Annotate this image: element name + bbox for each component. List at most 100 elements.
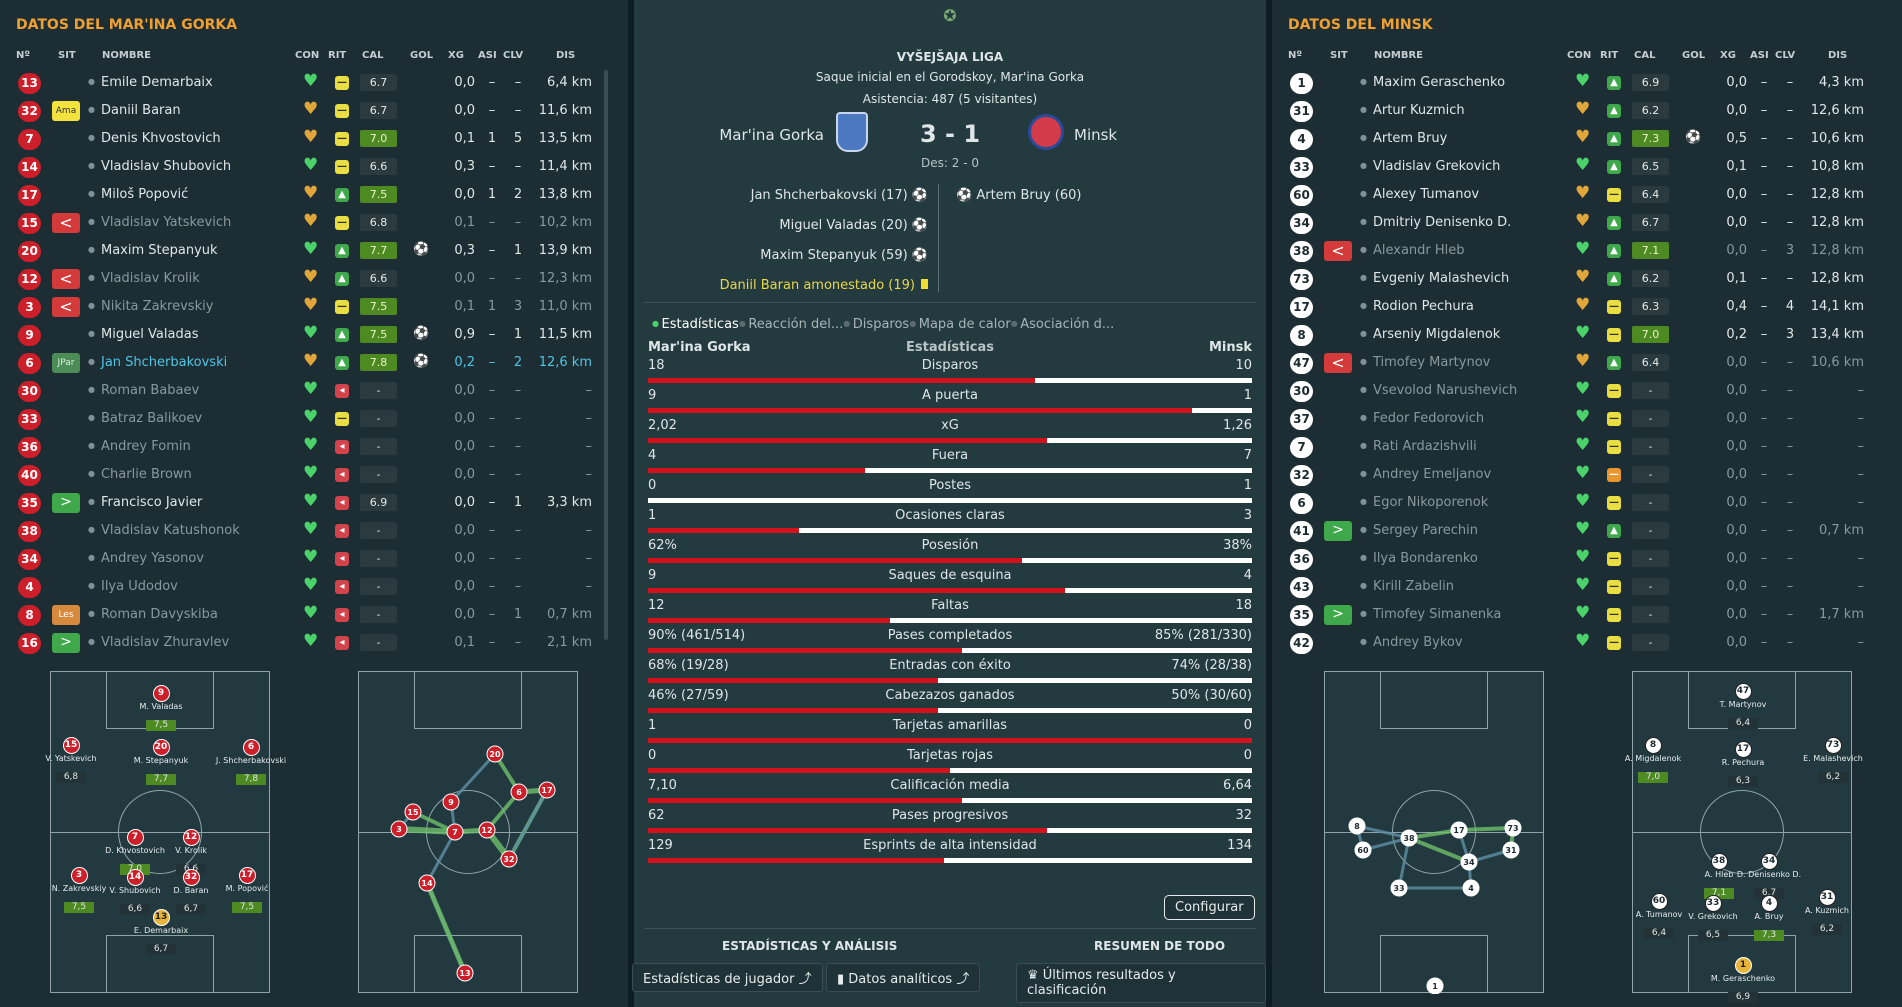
- player-name[interactable]: Andrey Yasonov: [88, 551, 204, 566]
- player-row[interactable]: 31Artur Kuzmich♥▲6.20,0––12,6 km: [1280, 97, 1882, 125]
- column-header[interactable]: XG: [1720, 50, 1736, 61]
- analytics-button[interactable]: ▮ Datos analíticos ⤴: [826, 963, 981, 992]
- column-header[interactable]: ASI: [1750, 50, 1769, 61]
- player-row[interactable]: 3 < Nikita Zakrevskiy ♥ — 7.5 0,1 1 3 11,0 km: [8, 293, 610, 321]
- formation-player[interactable]: 31 A. Kuzmich 6,2: [1787, 884, 1867, 935]
- network-node[interactable]: 31: [1502, 841, 1520, 859]
- player-name[interactable]: Denis Khvostovich: [88, 131, 221, 146]
- player-row[interactable]: 33Vladislav Grekovich♥▲6.50,1––10,8 km: [1280, 153, 1882, 181]
- player-row[interactable]: 12<Vladislav Krolik♥▲6.60,0––12,3 km: [8, 265, 610, 293]
- network-node[interactable]: 32: [500, 850, 518, 868]
- column-header[interactable]: RIT: [328, 50, 347, 61]
- network-node[interactable]: 34: [1460, 853, 1478, 871]
- player-row[interactable]: 30Roman Babaev♥◂-0,0–––: [8, 377, 610, 405]
- column-header[interactable]: SIT: [58, 50, 76, 61]
- tab-2[interactable]: ● Disparos: [843, 317, 909, 332]
- player-row[interactable]: 37Fedor Fedorovich♥—-0,0–––: [1280, 405, 1882, 433]
- column-header[interactable]: DIS: [1828, 50, 1848, 61]
- column-header[interactable]: GOL: [1682, 50, 1706, 61]
- network-node[interactable]: 7: [446, 823, 464, 841]
- player-row[interactable]: 7 Denis Khvostovich ♥ — 7.0 0,1 1 5 13,5 km: [8, 125, 610, 153]
- player-row[interactable]: 73Evgeniy Malashevich♥▲6.20,1––12,8 km: [1280, 265, 1882, 293]
- player-row[interactable]: 15<Vladislav Yatskevich♥—6.80,1––10,2 km: [8, 209, 610, 237]
- player-name[interactable]: Batraz Balikoev: [88, 411, 202, 426]
- column-header[interactable]: CON: [1567, 50, 1592, 61]
- player-name[interactable]: Vladislav Krolik: [88, 271, 200, 286]
- network-node[interactable]: 73: [1504, 819, 1522, 837]
- player-row[interactable]: 4Artem Bruy♥▲7.3⚽0,5––10,6 km: [1280, 125, 1882, 153]
- home-team-name[interactable]: Mar'ina Gorka: [719, 126, 824, 144]
- player-row[interactable]: 34Dmitriy Denisenko D.♥▲6.70,0––12,8 km: [1280, 209, 1882, 237]
- player-name[interactable]: Ilya Bondarenko: [1360, 551, 1478, 566]
- player-row[interactable]: 20 Maxim Stepanyuk ♥ ▲ 7.7 ⚽ 0,3– 1 13,9 km: [8, 237, 610, 265]
- tab-1[interactable]: ● Reacción del...: [739, 317, 843, 332]
- column-header[interactable]: CLV: [1775, 50, 1796, 61]
- player-row[interactable]: 17 Rodion Pechura ♥ — 6.3 0,4– 4 14,1 km: [1280, 293, 1882, 321]
- player-name[interactable]: Andrey Emeljanov: [1360, 467, 1491, 482]
- away-team-name[interactable]: Minsk: [1074, 126, 1118, 144]
- tab-0[interactable]: ● Estadísticas: [652, 317, 739, 332]
- player-name[interactable]: Jan Shcherbakovski: [88, 355, 227, 370]
- player-name[interactable]: Charlie Brown: [88, 467, 192, 482]
- column-header[interactable]: RIT: [1600, 50, 1619, 61]
- player-row[interactable]: 41>Sergey Parechin♥▲-0,0––0,7 km: [1280, 517, 1882, 545]
- player-name[interactable]: Evgeniy Malashevich: [1360, 271, 1509, 286]
- formation-player[interactable]: 33 V. Grekovich 6,5: [1673, 890, 1753, 941]
- player-name[interactable]: Sergey Parechin: [1360, 523, 1478, 538]
- network-node[interactable]: 17: [1450, 821, 1468, 839]
- player-name[interactable]: Dmitriy Denisenko D.: [1360, 215, 1511, 230]
- player-name[interactable]: Kirill Zabelin: [1360, 579, 1454, 594]
- tab-4[interactable]: ● Asociación d...: [1011, 317, 1115, 332]
- player-name[interactable]: Francisco Javier: [88, 495, 202, 510]
- column-header[interactable]: ASI: [478, 50, 497, 61]
- player-name[interactable]: Artem Bruy: [1360, 131, 1447, 146]
- player-name[interactable]: Maxim Stepanyuk: [88, 243, 218, 258]
- player-row[interactable]: 35 > Francisco Javier ♥ ◂ 6.9 0,0– 1 3,3 km: [8, 489, 610, 517]
- player-row[interactable]: 9 Miguel Valadas ♥ ▲ 7.5 ⚽ 0,9– 1 11,5 km: [8, 321, 610, 349]
- column-header[interactable]: Nº: [1288, 50, 1303, 61]
- player-row[interactable]: 8 Arseniy Migdalenok ♥ — 7.0 0,2– 3 13,4 km: [1280, 321, 1882, 349]
- player-name[interactable]: Maxim Geraschenko: [1360, 75, 1505, 90]
- player-row[interactable]: 4Ilya Udodov♥◂-0,0–––: [8, 573, 610, 601]
- player-row[interactable]: 7Rati Ardazishvili♥—-0,0–––: [1280, 433, 1882, 461]
- player-row[interactable]: 14Vladislav Shubovich♥—6.60,3––11,4 km: [8, 153, 610, 181]
- column-header[interactable]: SIT: [1330, 50, 1348, 61]
- player-row[interactable]: 36Ilya Bondarenko♥—-0,0–––: [1280, 545, 1882, 573]
- home-table-scrollbar[interactable]: [604, 70, 608, 640]
- network-node[interactable]: 38: [1400, 829, 1418, 847]
- player-name[interactable]: Rodion Pechura: [1360, 299, 1474, 314]
- formation-player[interactable]: 17 R. Pechura 6,3: [1703, 736, 1783, 787]
- formation-player[interactable]: 47 T. Martynov 6,4: [1703, 678, 1783, 729]
- player-row[interactable]: 13Emile Demarbaix♥—6.70,0––6,4 km: [8, 69, 610, 97]
- formation-player[interactable]: 20 M. Stepanyuk 7,7: [121, 734, 201, 785]
- column-header[interactable]: CAL: [362, 50, 384, 61]
- column-header[interactable]: DIS: [556, 50, 576, 61]
- network-node[interactable]: 8: [1348, 817, 1366, 835]
- network-node[interactable]: 20: [486, 745, 504, 763]
- player-name[interactable]: Timofey Martynov: [1360, 355, 1490, 370]
- player-row[interactable]: 34Andrey Yasonov♥◂-0,0–––: [8, 545, 610, 573]
- column-header[interactable]: CON: [295, 50, 320, 61]
- formation-player[interactable]: 60 A. Tumanov 6,4: [1619, 888, 1699, 939]
- network-node[interactable]: 1: [1426, 977, 1444, 994]
- network-node[interactable]: 3: [390, 820, 408, 838]
- player-row[interactable]: 60Alexey Tumanov♥—6.40,0––12,8 km: [1280, 181, 1882, 209]
- player-row[interactable]: 42Andrey Bykov♥—-0,0–––: [1280, 629, 1882, 657]
- player-row[interactable]: 40Charlie Brown♥◂-0,0–––: [8, 461, 610, 489]
- formation-player[interactable]: 13 E. Demarbaix 6,7: [121, 904, 201, 955]
- player-name[interactable]: Nikita Zakrevskiy: [88, 299, 213, 314]
- results-button[interactable]: ♛ Últimos resultados y clasificación: [1016, 963, 1266, 1003]
- network-node[interactable]: 33: [1390, 879, 1408, 897]
- player-row[interactable]: 16>Vladislav Zhuravlev♥◂-0,1––2,1 km: [8, 629, 610, 657]
- column-header[interactable]: CLV: [503, 50, 524, 61]
- player-row[interactable]: 6 JPar Jan Shcherbakovski ♥ ▲ 7.8 ⚽ 0,2– 2 12,6 k…: [8, 349, 610, 377]
- player-name[interactable]: Alexey Tumanov: [1360, 187, 1479, 202]
- column-header[interactable]: NOMBRE: [1374, 50, 1423, 61]
- player-name[interactable]: Vladislav Shubovich: [88, 159, 231, 174]
- player-row[interactable]: 30Vsevolod Narushevich♥—-0,0–––: [1280, 377, 1882, 405]
- player-name[interactable]: Ilya Udodov: [88, 579, 178, 594]
- player-row[interactable]: 38 < Alexandr Hleb ♥ ▲ 7.1 0,0– 3 12,8 km: [1280, 237, 1882, 265]
- network-node[interactable]: 13: [456, 964, 474, 982]
- formation-player[interactable]: 3 N. Zakrevskiy 7,5: [39, 862, 119, 913]
- formation-player[interactable]: 15 V. Yatskevich 6,8: [31, 732, 111, 783]
